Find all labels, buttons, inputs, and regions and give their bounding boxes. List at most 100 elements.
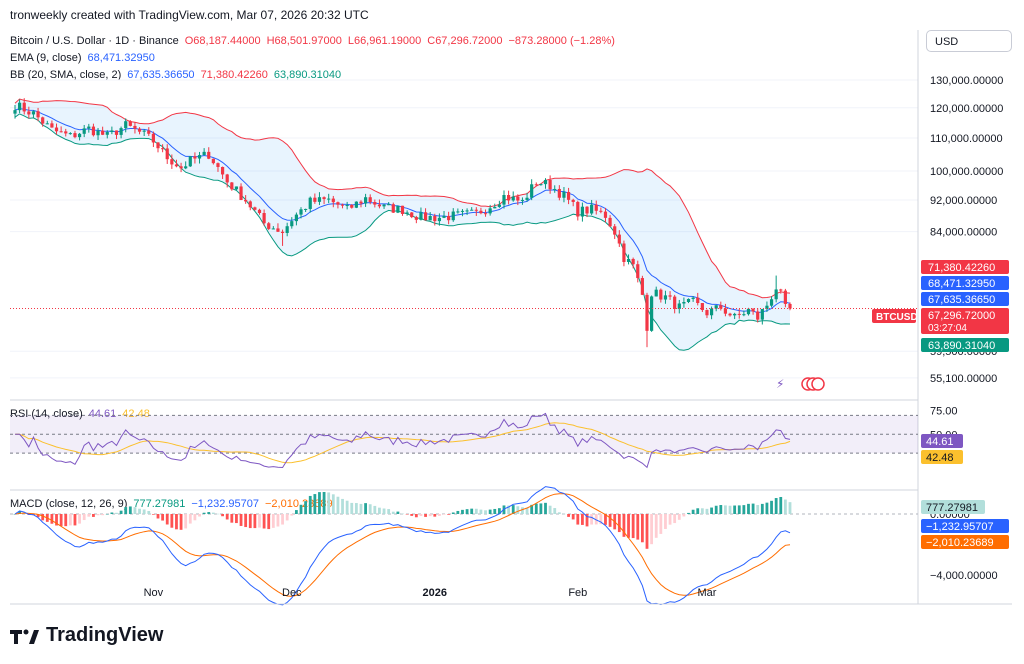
rsi-legend[interactable]: RSI (14, close) 44.61 42.48 bbox=[10, 407, 156, 421]
candle-body bbox=[682, 302, 686, 304]
macd-histogram-bar bbox=[650, 514, 654, 545]
candle-body bbox=[437, 217, 442, 222]
symbol-name[interactable]: Bitcoin / U.S. Dollar · 1D · Binance bbox=[10, 35, 179, 47]
rsi-ma-line bbox=[15, 422, 791, 464]
candle-body bbox=[220, 166, 225, 175]
candle-body bbox=[557, 188, 561, 198]
macd-histogram-bar bbox=[354, 503, 358, 514]
candle-body bbox=[174, 164, 179, 167]
candle-body bbox=[110, 130, 114, 133]
candle-body bbox=[45, 123, 49, 125]
macd-histogram-bar bbox=[774, 498, 778, 514]
ema-legend[interactable]: EMA (9, close) 68,471.32950 bbox=[10, 51, 161, 65]
macd-histogram-bar bbox=[170, 514, 174, 528]
symbol-tag: BTCUSD bbox=[876, 312, 918, 323]
tag-ema: 68,471.32950 bbox=[928, 278, 995, 290]
candle-body bbox=[156, 142, 160, 149]
macd-histogram-bar bbox=[345, 500, 349, 514]
macd-histogram-bar bbox=[424, 514, 427, 517]
macd-histogram-bar bbox=[318, 492, 321, 514]
candle-body bbox=[373, 202, 377, 205]
bb-mid-value: 67,635.36650 bbox=[127, 69, 195, 81]
macd-histogram-bar bbox=[184, 514, 188, 529]
macd-histogram-bar bbox=[147, 510, 151, 514]
price-axis-label: 84,000.00000 bbox=[930, 227, 997, 239]
tradingview-brand: TradingView bbox=[46, 624, 164, 646]
macd-histogram-bar bbox=[456, 510, 460, 514]
tag-bb-mid-bg bbox=[921, 292, 1009, 306]
candle-body bbox=[433, 216, 437, 222]
candle-body bbox=[124, 121, 128, 129]
macd-histogram-bar bbox=[198, 514, 201, 517]
macd-histogram-bar bbox=[677, 514, 681, 520]
macd-histogram-bar bbox=[313, 494, 317, 514]
candle-body bbox=[188, 156, 192, 167]
macd-histogram-bar bbox=[733, 505, 737, 514]
ohlc-low: L66,961.19000 bbox=[347, 35, 422, 47]
macd-histogram-bar bbox=[341, 498, 344, 514]
macd-histogram-bar bbox=[488, 509, 492, 514]
tradingview-logo[interactable]: TradingView bbox=[10, 624, 163, 647]
candle-body bbox=[36, 111, 40, 118]
macd-histogram-bar bbox=[133, 507, 137, 514]
candle-body bbox=[451, 211, 455, 221]
macd-histogram-bar bbox=[539, 503, 543, 514]
macd-histogram-bar bbox=[13, 514, 17, 515]
macd-histogram-bar bbox=[530, 504, 534, 514]
macd-histogram-bar bbox=[497, 508, 501, 514]
macd-histogram-bar bbox=[474, 508, 478, 514]
candle-body bbox=[719, 305, 723, 309]
candle-body bbox=[663, 295, 668, 300]
event-flag-icon bbox=[811, 377, 825, 391]
macd-histogram-bar bbox=[235, 514, 238, 524]
macd-histogram-bar bbox=[724, 505, 727, 514]
macd-histogram-bar bbox=[327, 492, 331, 514]
macd-histogram-bar bbox=[359, 503, 363, 514]
macd-histogram-bar bbox=[285, 514, 289, 521]
macd-histogram-bar bbox=[627, 514, 630, 538]
macd-histogram-bar bbox=[239, 514, 243, 526]
ohlc-open: O68,187.44000 bbox=[184, 35, 261, 47]
candle-body bbox=[410, 212, 414, 218]
macd-histogram-bar bbox=[451, 512, 455, 514]
candle-body bbox=[91, 126, 96, 136]
bb-legend[interactable]: BB (20, SMA, close, 2) 67,635.36650 71,380… bbox=[10, 68, 347, 82]
candle-body bbox=[571, 199, 575, 202]
candle-body bbox=[733, 313, 737, 316]
macd-histogram-bar bbox=[470, 508, 474, 514]
macd-histogram-bar bbox=[548, 505, 552, 514]
time-axis: Nov Dec 2026 Feb Mar bbox=[10, 587, 1012, 605]
macd-histogram-bar bbox=[373, 505, 377, 514]
currency-selector[interactable]: USD bbox=[926, 30, 1012, 52]
candle-body bbox=[77, 133, 82, 138]
candle-body bbox=[230, 182, 234, 190]
macd-histogram-bar bbox=[668, 514, 672, 525]
candle-body bbox=[382, 204, 386, 207]
price-axis: 130,000.00000 120,000.00000 110,000.00000 1… bbox=[917, 30, 1003, 604]
macd-histogram-bar bbox=[336, 496, 340, 514]
macd-histogram-bar bbox=[617, 514, 621, 533]
macd-histogram-bar bbox=[115, 512, 118, 514]
candle-body bbox=[483, 213, 488, 215]
macd-histogram-bar bbox=[221, 514, 224, 517]
macd-line-tag-bg bbox=[921, 519, 1009, 533]
rsi-ma-value: 42.48 bbox=[122, 408, 150, 420]
candle-body bbox=[456, 211, 460, 213]
candle-body bbox=[304, 208, 308, 210]
candle-body bbox=[128, 121, 132, 126]
macd-histogram-bar bbox=[783, 499, 787, 514]
candle-body bbox=[13, 110, 17, 114]
macd-hist-tag-bg bbox=[921, 500, 985, 514]
time-axis-label: Mar bbox=[697, 587, 716, 599]
events-marker: ⚡ bbox=[776, 377, 825, 391]
candle-body bbox=[276, 228, 280, 232]
bollinger-upper-line bbox=[14, 98, 791, 299]
candle-body bbox=[562, 191, 566, 198]
candle-body bbox=[184, 166, 188, 169]
candle-body bbox=[54, 127, 59, 132]
candle-body bbox=[387, 204, 391, 206]
macd-histogram-bar bbox=[410, 514, 414, 516]
macd-histogram-bar bbox=[216, 513, 220, 515]
